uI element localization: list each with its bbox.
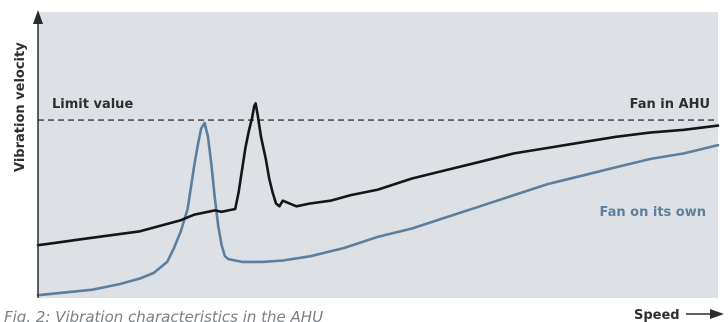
series-line-fan-on-its-own [36, 121, 720, 297]
plot-background [38, 12, 718, 298]
y-axis-arrow [33, 10, 43, 24]
series-label-fan-on-its-own: Fan on its own [599, 205, 706, 220]
x-axis-arrow [710, 309, 724, 319]
x-axis-label: Speed [634, 308, 680, 322]
limit-value-label: Limit value [52, 97, 133, 112]
y-axis-label: Vibration velocity [13, 42, 28, 172]
figure-caption: Fig. 2: Vibration characteristics in the… [4, 308, 324, 322]
series-line-fan-in-ahu [36, 102, 720, 247]
series-label-fan-in-ahu: Fan in AHU [630, 97, 710, 112]
